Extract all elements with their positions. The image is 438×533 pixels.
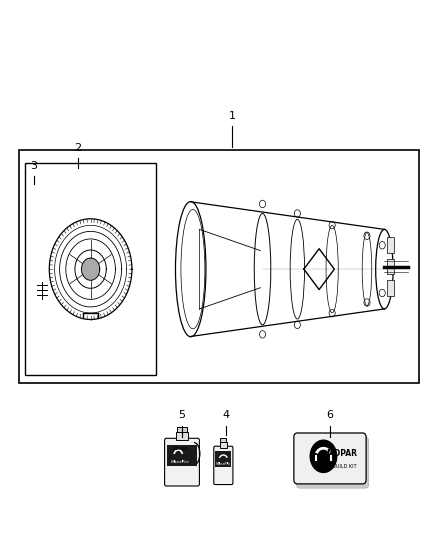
Text: 2: 2 bbox=[74, 142, 81, 152]
Text: MOPAR: MOPAR bbox=[326, 449, 357, 458]
Bar bbox=[167, 445, 197, 466]
Text: MaxxPro: MaxxPro bbox=[216, 462, 231, 466]
Circle shape bbox=[310, 440, 337, 472]
Polygon shape bbox=[81, 258, 100, 280]
FancyBboxPatch shape bbox=[294, 433, 366, 484]
Text: MOPAR: MOPAR bbox=[173, 447, 188, 451]
Bar bbox=[176, 432, 188, 440]
FancyBboxPatch shape bbox=[297, 437, 369, 488]
Text: 1: 1 bbox=[229, 111, 236, 120]
Bar bbox=[19, 150, 419, 383]
Bar bbox=[25, 163, 156, 375]
Bar bbox=[220, 438, 226, 442]
Bar bbox=[387, 280, 394, 296]
FancyBboxPatch shape bbox=[165, 438, 199, 486]
Text: MaxxPro: MaxxPro bbox=[171, 460, 190, 464]
Bar bbox=[387, 237, 394, 253]
Bar bbox=[177, 427, 187, 432]
Text: 6: 6 bbox=[326, 410, 333, 420]
Text: REBUILD KIT: REBUILD KIT bbox=[326, 464, 357, 469]
Bar bbox=[215, 451, 231, 467]
Text: 5: 5 bbox=[179, 410, 186, 420]
Bar bbox=[220, 442, 227, 448]
Bar bbox=[387, 259, 394, 274]
Text: 4: 4 bbox=[222, 410, 229, 420]
Text: 3: 3 bbox=[31, 161, 38, 171]
FancyBboxPatch shape bbox=[214, 446, 233, 484]
